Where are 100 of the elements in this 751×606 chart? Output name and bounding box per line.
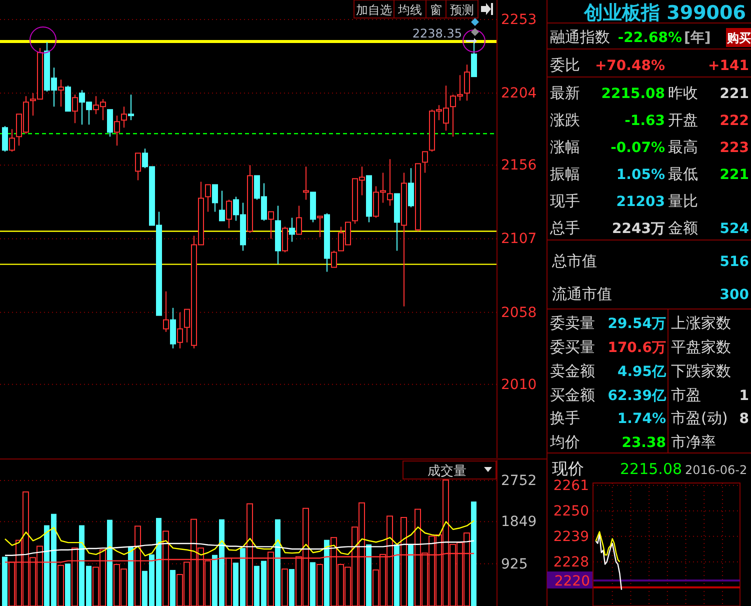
text: 516 bbox=[720, 254, 749, 270]
y-tick-label: 2250 bbox=[553, 503, 589, 520]
text: 量比 bbox=[668, 192, 698, 210]
text: 62.39亿 bbox=[608, 388, 667, 404]
text: 振幅 bbox=[550, 165, 580, 183]
text: 2215.08 bbox=[601, 86, 665, 102]
bar bbox=[324, 540, 330, 606]
text: 昨收 bbox=[668, 84, 698, 102]
y-tick-label: 2010 bbox=[501, 376, 537, 393]
text: 29.54万 bbox=[608, 316, 666, 332]
text: +70.48% bbox=[594, 58, 665, 74]
text: 均价 bbox=[549, 433, 580, 451]
text: 现价 bbox=[552, 459, 584, 478]
y-tick-label: 2253 bbox=[501, 12, 537, 28]
text: 1 bbox=[739, 388, 749, 404]
text: 市盈(动) bbox=[671, 409, 728, 427]
text: 市盈 bbox=[671, 386, 701, 404]
bar bbox=[65, 564, 70, 606]
bar bbox=[471, 502, 476, 606]
text: -0.07% bbox=[610, 140, 665, 156]
line-series bbox=[595, 531, 620, 563]
text: 流通市值 bbox=[552, 285, 612, 303]
text: 223 bbox=[720, 140, 749, 156]
text: 买金额 bbox=[550, 386, 595, 404]
candlestick bbox=[387, 158, 393, 206]
y-tick-label: 2228 bbox=[553, 554, 589, 570]
y-tick-label: 2752 bbox=[501, 472, 537, 489]
text: 2016-06-2 bbox=[685, 463, 748, 477]
text: 涨跌 bbox=[550, 111, 580, 129]
bar bbox=[366, 544, 372, 606]
annotation: 窗 bbox=[430, 3, 442, 17]
text: 221 bbox=[720, 86, 749, 102]
text: 524 bbox=[720, 221, 750, 237]
text: 4.95亿 bbox=[617, 364, 667, 380]
text: 总市值 bbox=[551, 252, 597, 270]
bar bbox=[170, 570, 176, 606]
candlestick bbox=[289, 217, 295, 242]
text: 最高 bbox=[668, 138, 698, 156]
text: 最低 bbox=[668, 165, 698, 183]
candlestick bbox=[401, 172, 407, 307]
y-tick-label: 2058 bbox=[501, 304, 537, 321]
text: -22.68% bbox=[618, 30, 682, 46]
text: 现手 bbox=[550, 192, 580, 210]
text: +141 bbox=[708, 58, 749, 74]
text: -1.63 bbox=[624, 113, 665, 129]
text: 平盘家数 bbox=[671, 338, 731, 356]
bar bbox=[289, 569, 294, 606]
bar bbox=[394, 544, 400, 606]
bar bbox=[128, 546, 134, 606]
y-tick-label: 925 bbox=[501, 556, 528, 572]
candlestick bbox=[303, 166, 309, 200]
text: 委比 bbox=[550, 56, 580, 74]
y-tick-label: 2204 bbox=[501, 86, 537, 102]
text: 上涨家数 bbox=[671, 314, 731, 332]
annotation: 均线 bbox=[397, 3, 422, 17]
text: 21203 bbox=[616, 194, 665, 210]
annotation: 预测 bbox=[450, 3, 474, 17]
text: 金额 bbox=[668, 219, 698, 237]
bar bbox=[275, 519, 280, 606]
text: 融通指数 bbox=[550, 28, 610, 46]
text: 170.6万 bbox=[608, 340, 666, 356]
bar bbox=[107, 520, 112, 606]
text: 换手 bbox=[550, 409, 580, 427]
bar bbox=[408, 544, 414, 606]
text: 开盘 bbox=[668, 111, 698, 129]
text: 222 bbox=[720, 113, 749, 129]
candlestick bbox=[275, 205, 281, 265]
ref-line-label: 2220 bbox=[554, 573, 590, 590]
text: 涨幅 bbox=[550, 138, 580, 156]
text: 8 bbox=[739, 411, 749, 427]
line-series bbox=[595, 533, 622, 590]
text: 221 bbox=[720, 167, 749, 183]
text: 委卖量 bbox=[550, 314, 595, 332]
line-series bbox=[4, 520, 475, 556]
text: 1.05% bbox=[616, 167, 665, 183]
text: 1.74% bbox=[617, 411, 666, 427]
candlestick bbox=[58, 79, 64, 108]
y-tick-label: 2239 bbox=[553, 528, 589, 545]
text: 市净率 bbox=[671, 433, 716, 451]
y-tick-label: 2107 bbox=[501, 231, 537, 248]
text: 2215.08 bbox=[620, 460, 682, 478]
text: 创业板指 399006 bbox=[583, 2, 746, 24]
chart-title: 成交量 bbox=[428, 463, 466, 479]
line-series bbox=[4, 540, 475, 556]
text: 卖金额 bbox=[550, 362, 595, 380]
y-tick-label: 1849 bbox=[501, 514, 537, 530]
text: 购买 bbox=[726, 31, 751, 45]
candlestick bbox=[177, 312, 183, 349]
text: 最新 bbox=[550, 84, 580, 102]
annotation: 加自选 bbox=[356, 3, 392, 17]
text: [年] bbox=[684, 30, 711, 46]
ref-line-label: 2238.35 bbox=[412, 26, 462, 41]
bar bbox=[2, 556, 8, 606]
candlestick bbox=[121, 106, 127, 128]
candlestick bbox=[464, 64, 470, 102]
text: 300 bbox=[720, 287, 750, 303]
candlestick bbox=[114, 115, 120, 146]
text: 23.38 bbox=[622, 435, 666, 451]
text: 委买量 bbox=[550, 338, 595, 356]
y-tick-label: 2261 bbox=[553, 478, 589, 494]
